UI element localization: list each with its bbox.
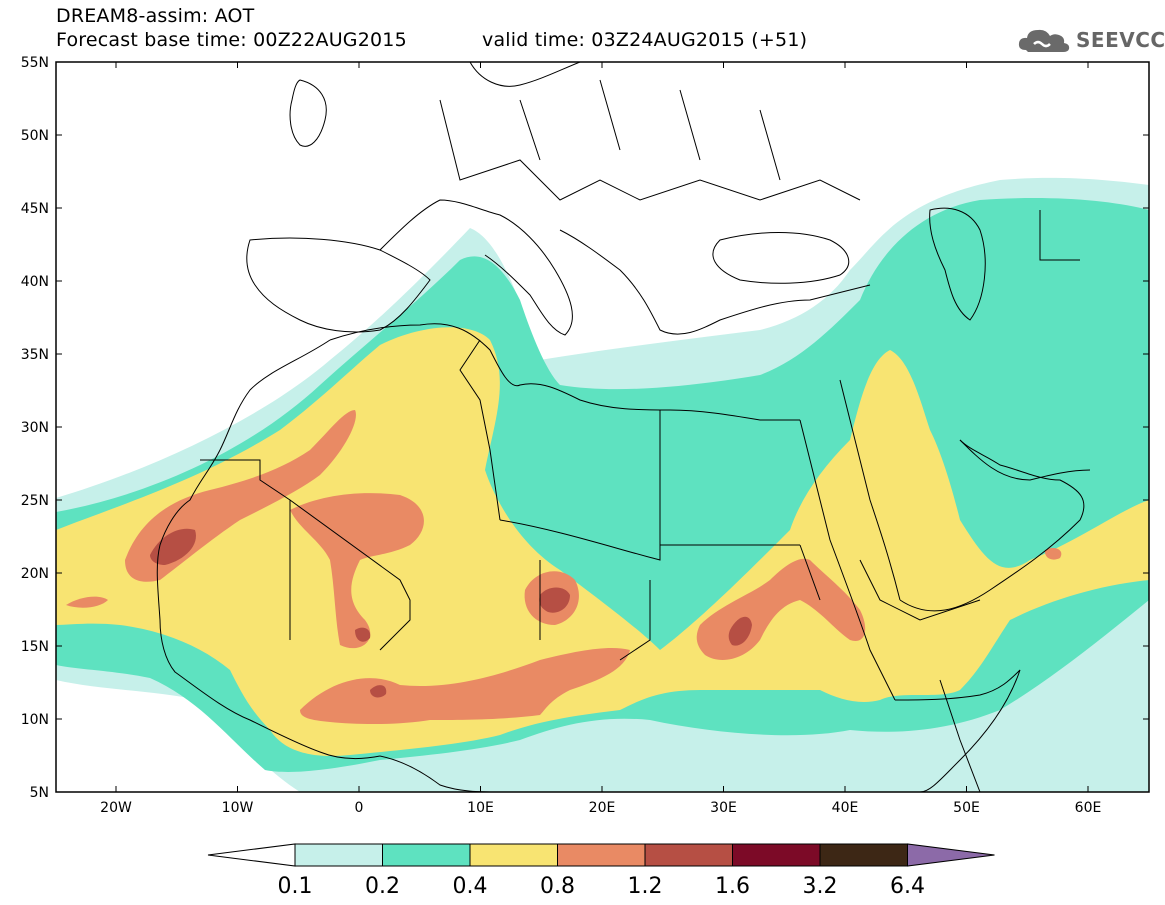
- colorbar-label: 0.8: [540, 874, 575, 899]
- lon-label: 30E: [710, 800, 737, 816]
- colorbar-label: 0.1: [278, 874, 313, 899]
- lat-label: 30N: [21, 420, 49, 436]
- colorbar-swatch: [382, 843, 471, 867]
- colorbar-label: 3.2: [803, 874, 838, 899]
- logo-text: SEEVCCC: [1076, 28, 1165, 52]
- lon-label: 10W: [222, 800, 254, 816]
- colorbar-label: 1.6: [715, 874, 750, 899]
- lat-label: 20N: [21, 566, 49, 582]
- seevccc-logo: SEEVCCC: [1018, 26, 1165, 54]
- colorbar-over: [907, 843, 995, 867]
- colorbar: 0.1 0.2 0.4 0.8 1.2 1.6 3.2 6.4: [207, 843, 995, 899]
- colorbar-swatch: [644, 843, 733, 867]
- valid-time: valid time: 03Z24AUG2015 (+51): [482, 29, 808, 51]
- colorbar-swatch: [294, 843, 383, 867]
- coastlines: [156, 62, 1091, 792]
- lat-label: 5N: [30, 785, 49, 801]
- longitude-axis: 20W 10W 0 10E 20E 30E 40E 50E 60E: [100, 62, 1101, 816]
- lon-label: 10E: [467, 800, 494, 816]
- lat-label: 35N: [21, 347, 49, 363]
- lon-label: 40E: [832, 800, 859, 816]
- lon-label: 0: [355, 800, 364, 816]
- colorbar-label: 1.2: [628, 874, 663, 899]
- lat-label: 40N: [21, 274, 49, 290]
- lat-label: 50N: [21, 128, 49, 144]
- lat-label: 25N: [21, 493, 49, 509]
- lon-label: 60E: [1075, 800, 1102, 816]
- lon-label: 50E: [953, 800, 980, 816]
- cloud-icon: [1018, 29, 1070, 52]
- lat-label: 10N: [21, 712, 49, 728]
- colorbar-swatch: [469, 843, 558, 867]
- colorbar-under: [207, 843, 296, 867]
- lat-label: 15N: [21, 639, 49, 655]
- colorbar-label: 0.2: [365, 874, 400, 899]
- lon-label: 20W: [100, 800, 132, 816]
- map-title: DREAM8-assim: AOT: [56, 5, 255, 27]
- aot-field: [56, 62, 1149, 792]
- forecast-base-time: Forecast base time: 00Z22AUG2015: [56, 29, 407, 51]
- colorbar-swatch: [557, 843, 646, 867]
- lon-label: 20E: [589, 800, 616, 816]
- aot-level-1.2: [150, 528, 752, 698]
- latitude-axis: 55N 50N 45N 40N 35N 30N 25N 20N 15N 10N 5N: [21, 55, 1149, 801]
- lat-label: 45N: [21, 201, 49, 217]
- colorbar-label: 6.4: [890, 874, 925, 899]
- colorbar-label: 0.4: [453, 874, 488, 899]
- lat-label: 55N: [21, 55, 49, 71]
- colorbar-swatch: [732, 843, 821, 867]
- colorbar-swatch: [819, 843, 908, 867]
